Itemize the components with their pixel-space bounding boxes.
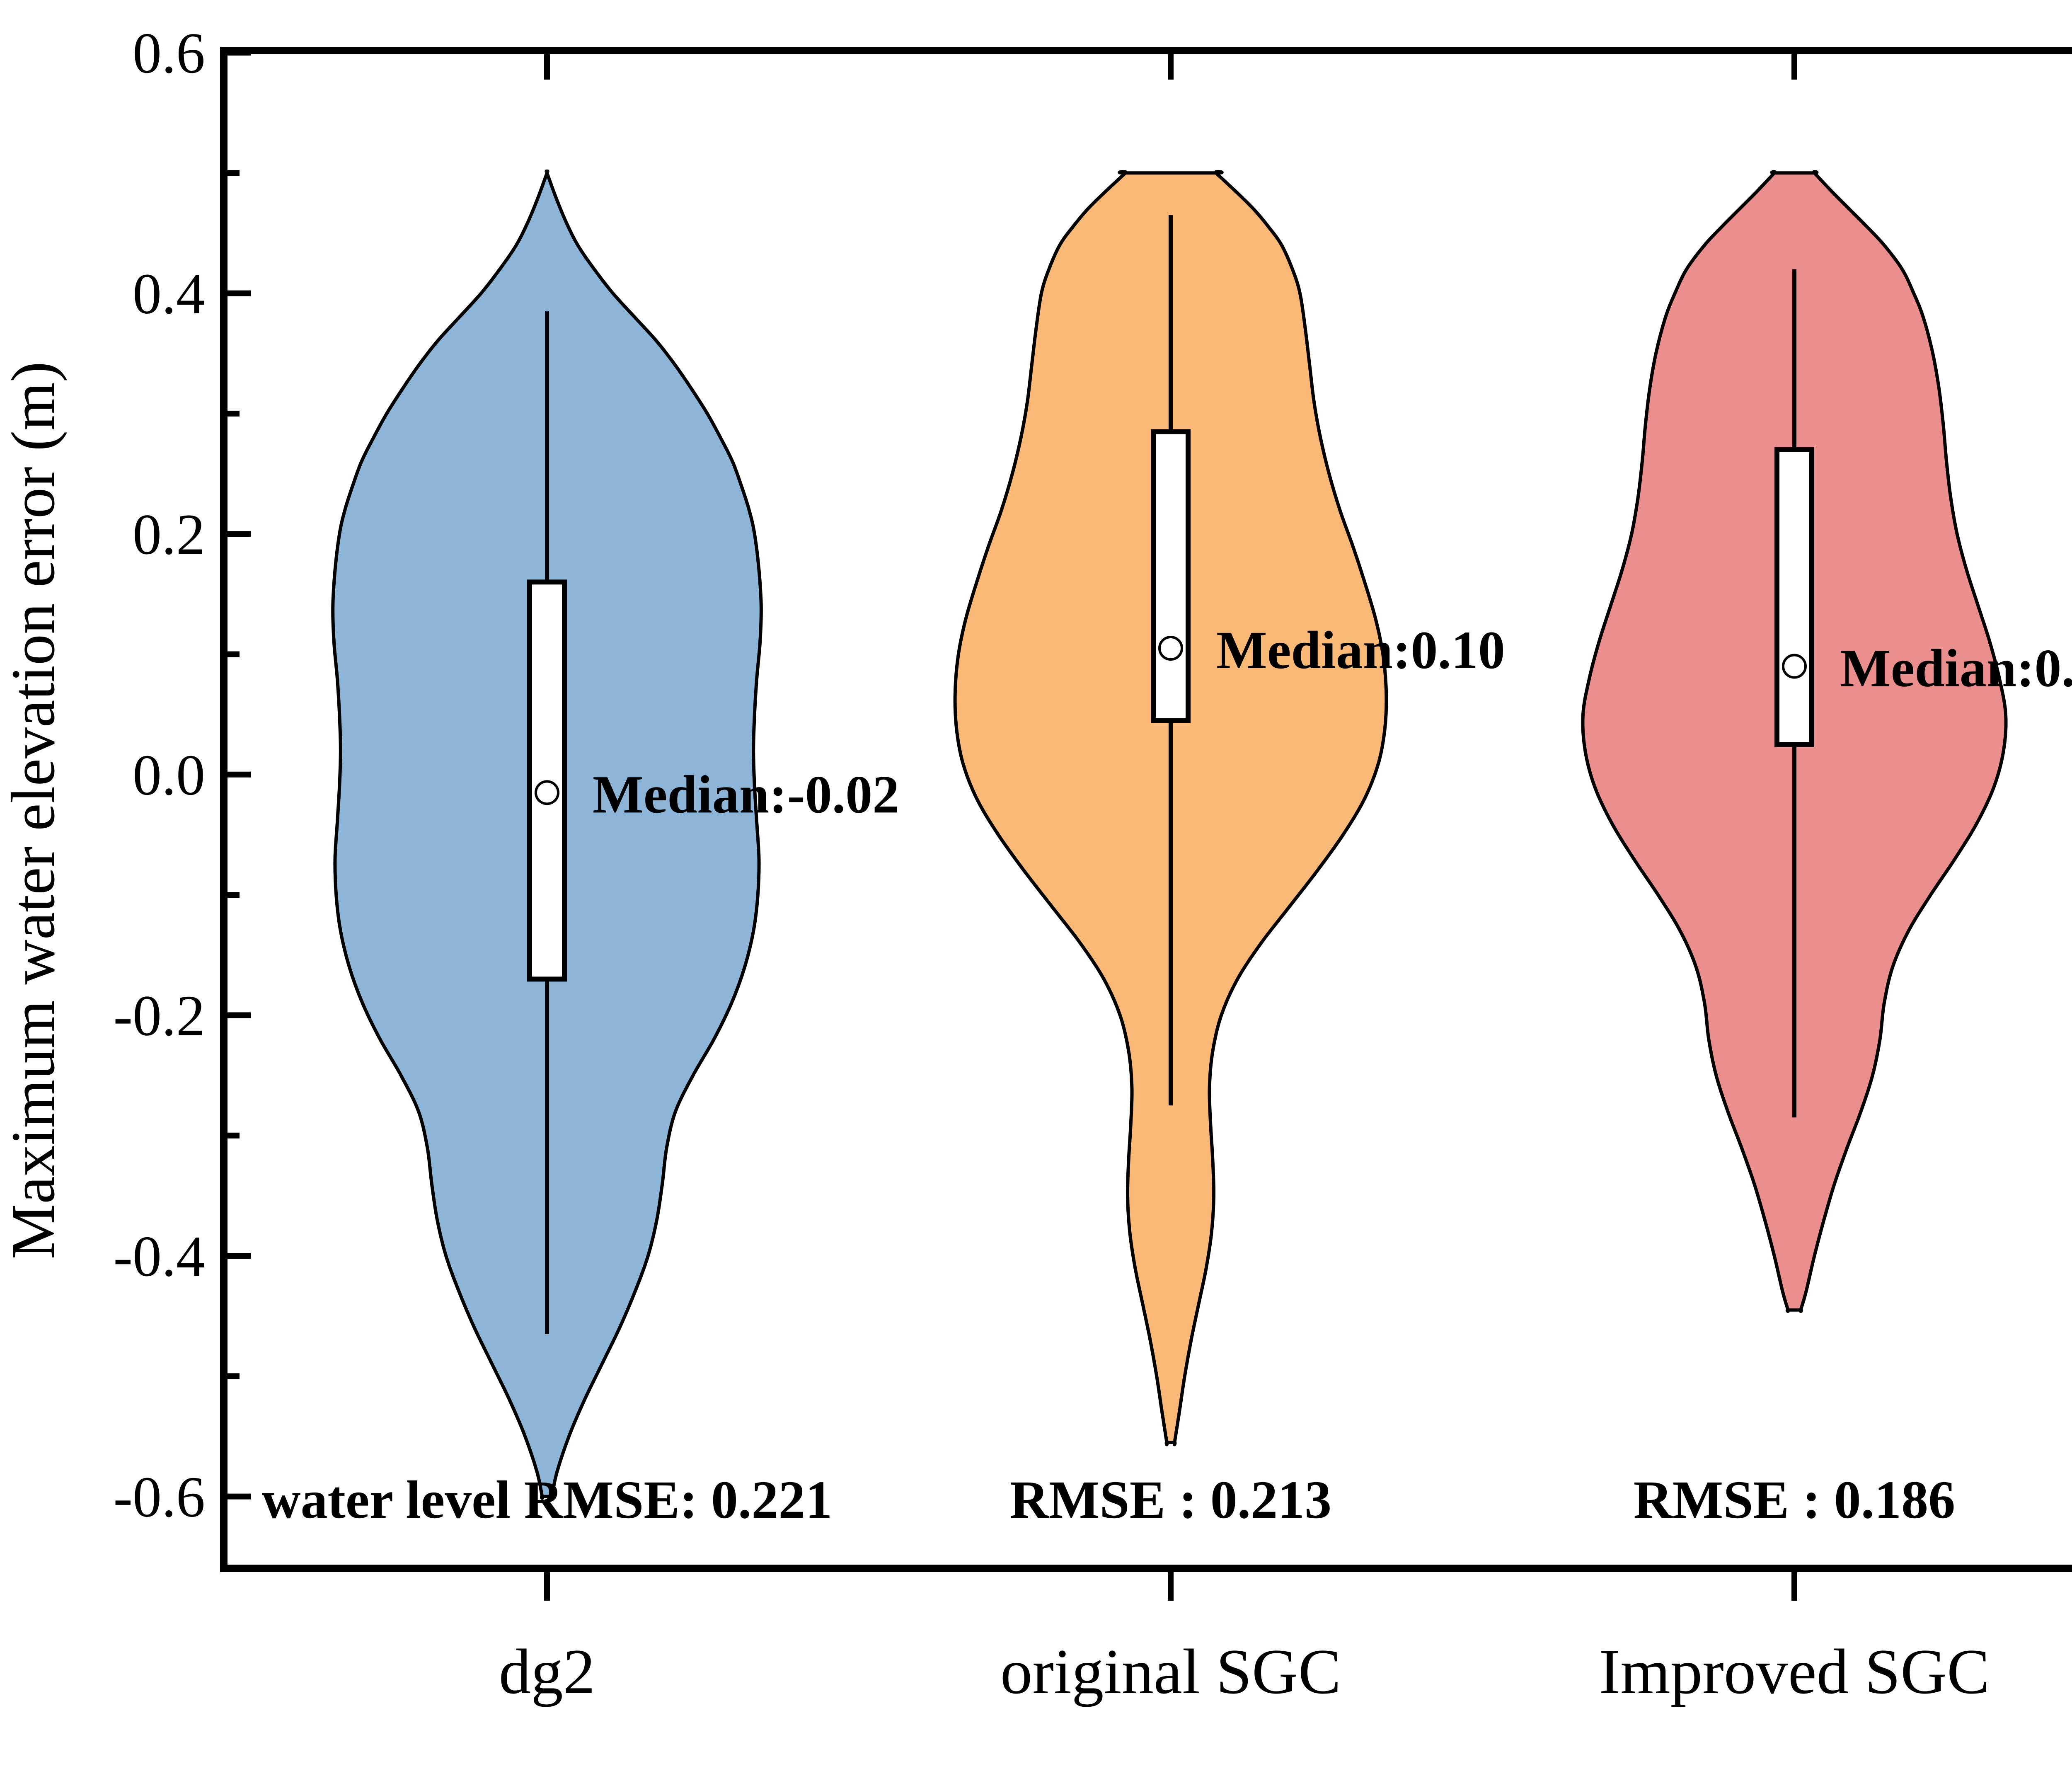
median-marker-3 [1782,654,1807,679]
median-label-1-line-1: Median:-0.02 [593,765,899,824]
x-category-label-1: original SGC [1000,1636,1341,1707]
plot-border [220,47,2072,1572]
y-tick-label-5: -0.4 [113,1224,205,1289]
median-marker-1 [535,780,559,805]
x-category-label-0: dg2 [499,1636,595,1707]
y-tick-label-1: 0.4 [133,262,205,326]
y-axis-title: Maximum water elevation error (m) [0,361,68,1259]
x-category-label-2: Improved SGC [1599,1636,1990,1707]
y-tick-label-0: 0.6 [133,21,205,85]
median-label-3-line-1: Median:0.09 [1840,639,2072,698]
median-marker-2 [1158,635,1183,661]
iqr-box-3 [1774,447,1814,747]
y-tick-label-6: -0.6 [113,1465,205,1529]
iqr-box-2 [1151,429,1191,723]
y-tick-label-2: 0.2 [133,502,205,567]
rmse-label-2: RMSE : 0.213 [1010,1470,1331,1530]
rmse-label-3: RMSE : 0.186 [1634,1470,1955,1530]
y-tick-label-4: -0.2 [113,984,205,1048]
y-tick-label-3: 0.0 [133,743,205,807]
rmse-label-1: water level RMSE: 0.221 [262,1470,833,1530]
median-label-2-line-1: Median:0.10 [1216,620,1505,680]
